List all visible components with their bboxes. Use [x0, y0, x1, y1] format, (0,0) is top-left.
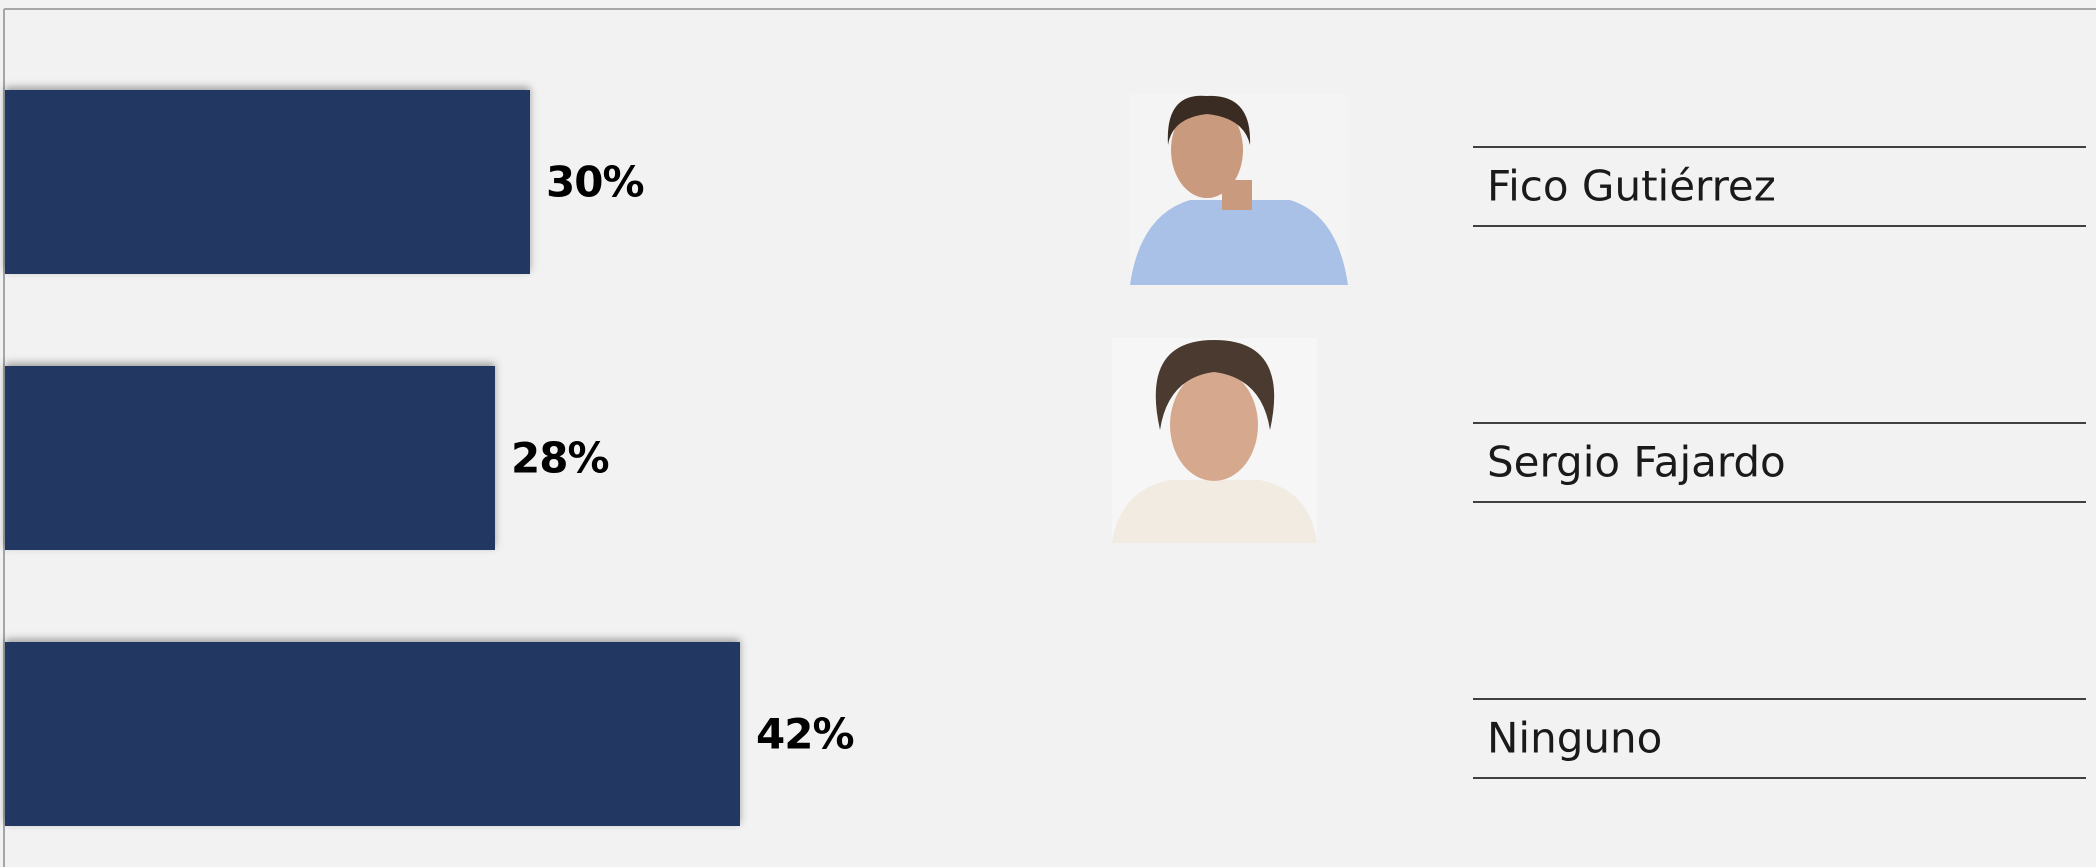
bar: [5, 366, 495, 550]
value-label: 30%: [546, 158, 644, 207]
category-label: Sergio Fajardo: [1487, 438, 1786, 487]
bar: [5, 90, 530, 274]
bar: [5, 642, 740, 826]
value-label: 28%: [511, 434, 609, 483]
category-label: Fico Gutiérrez: [1487, 162, 1776, 211]
category-label: Ninguno: [1487, 714, 1662, 763]
value-label: 42%: [756, 710, 854, 759]
photo: [1130, 94, 1348, 285]
photo: [1112, 338, 1317, 543]
